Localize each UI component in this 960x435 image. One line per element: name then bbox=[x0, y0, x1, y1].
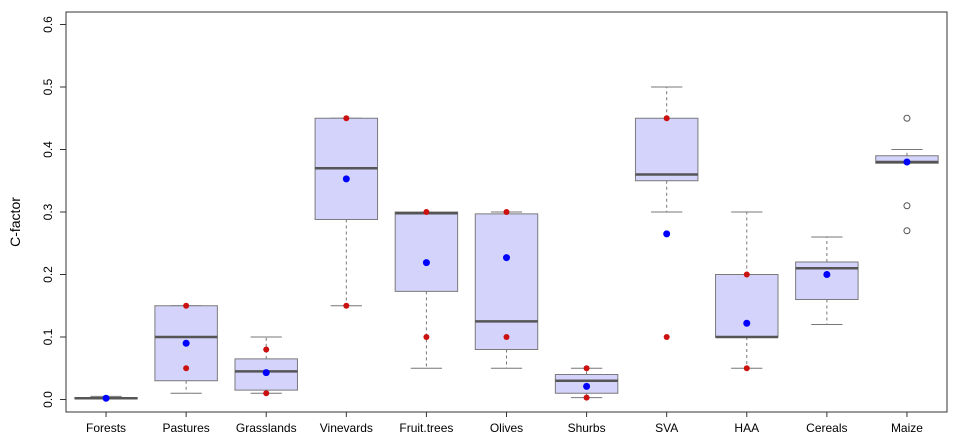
mean-point bbox=[342, 175, 350, 183]
data-point bbox=[743, 365, 750, 372]
mean-point bbox=[743, 319, 751, 327]
box-iqr bbox=[634, 117, 699, 182]
box-shurbs bbox=[554, 365, 619, 401]
data-point bbox=[583, 394, 590, 401]
data-point bbox=[263, 346, 270, 353]
x-axis-tick-labels: Forests Pastures Grasslands Vinevards Fruit.… bbox=[86, 412, 923, 435]
y-tick-label: 0.2 bbox=[41, 266, 55, 283]
mean-point bbox=[823, 271, 831, 278]
data-point bbox=[583, 365, 590, 372]
box-maize bbox=[875, 114, 939, 235]
data-point bbox=[503, 209, 510, 215]
box-iqr bbox=[474, 213, 539, 350]
data-point bbox=[343, 115, 350, 122]
box-haa bbox=[715, 211, 779, 372]
data-point bbox=[183, 302, 190, 309]
box-sva bbox=[634, 86, 699, 340]
data-point bbox=[343, 302, 350, 309]
box-grasslands bbox=[234, 336, 298, 397]
y-axis-label: C-factor bbox=[7, 197, 23, 247]
y-tick-label: 0.6 bbox=[41, 16, 55, 33]
x-tick-label: SVA bbox=[655, 421, 678, 435]
mean-point bbox=[422, 259, 430, 267]
outlier-point bbox=[903, 202, 911, 210]
x-tick-label: Olives bbox=[490, 421, 523, 435]
box-forests bbox=[74, 394, 138, 402]
data-point bbox=[503, 334, 510, 340]
x-tick-label: Maize bbox=[891, 421, 923, 435]
x-tick-label: Forests bbox=[86, 421, 126, 435]
boxes-layer bbox=[74, 86, 939, 402]
data-point bbox=[183, 365, 190, 372]
data-point bbox=[423, 334, 430, 340]
box-vinevards bbox=[314, 115, 379, 309]
y-axis: 0.0 0.1 0.2 0.3 0.4 0.5 0.6 bbox=[41, 16, 66, 408]
box-iqr bbox=[394, 211, 459, 292]
box-fruit-trees bbox=[394, 209, 459, 369]
x-tick-label: HAA bbox=[734, 421, 759, 435]
box-cereals bbox=[795, 236, 859, 325]
x-tick-label: Grasslands bbox=[236, 421, 297, 435]
box-iqr bbox=[715, 274, 779, 338]
mean-point bbox=[503, 254, 510, 262]
mean-point bbox=[182, 339, 190, 347]
y-tick-label: 0.1 bbox=[41, 328, 55, 345]
x-tick-label: Pastures bbox=[162, 421, 209, 435]
mean-point bbox=[663, 230, 671, 238]
data-point bbox=[263, 390, 270, 397]
y-tick-label: 0.5 bbox=[41, 78, 55, 95]
mean-point bbox=[583, 382, 591, 390]
y-tick-label: 0.4 bbox=[41, 141, 55, 158]
x-tick-label: Vinevards bbox=[320, 421, 373, 435]
mean-point bbox=[262, 369, 270, 377]
mean-point bbox=[903, 158, 911, 166]
mean-point bbox=[102, 394, 110, 402]
y-tick-label: 0.3 bbox=[41, 203, 55, 220]
data-point bbox=[743, 271, 750, 278]
box-pastures bbox=[154, 302, 218, 394]
x-tick-label: Shurbs bbox=[568, 421, 606, 435]
x-tick-label: Cereals bbox=[806, 421, 847, 435]
data-point bbox=[423, 209, 430, 215]
y-tick-label: 0.0 bbox=[41, 391, 55, 408]
data-point bbox=[663, 334, 670, 340]
plot-frame bbox=[65, 11, 948, 413]
data-point bbox=[663, 115, 670, 122]
box-olives bbox=[474, 209, 539, 369]
outlier-point bbox=[903, 114, 911, 122]
outlier-point bbox=[903, 227, 911, 235]
x-tick-label: Fruit.trees bbox=[399, 421, 453, 435]
